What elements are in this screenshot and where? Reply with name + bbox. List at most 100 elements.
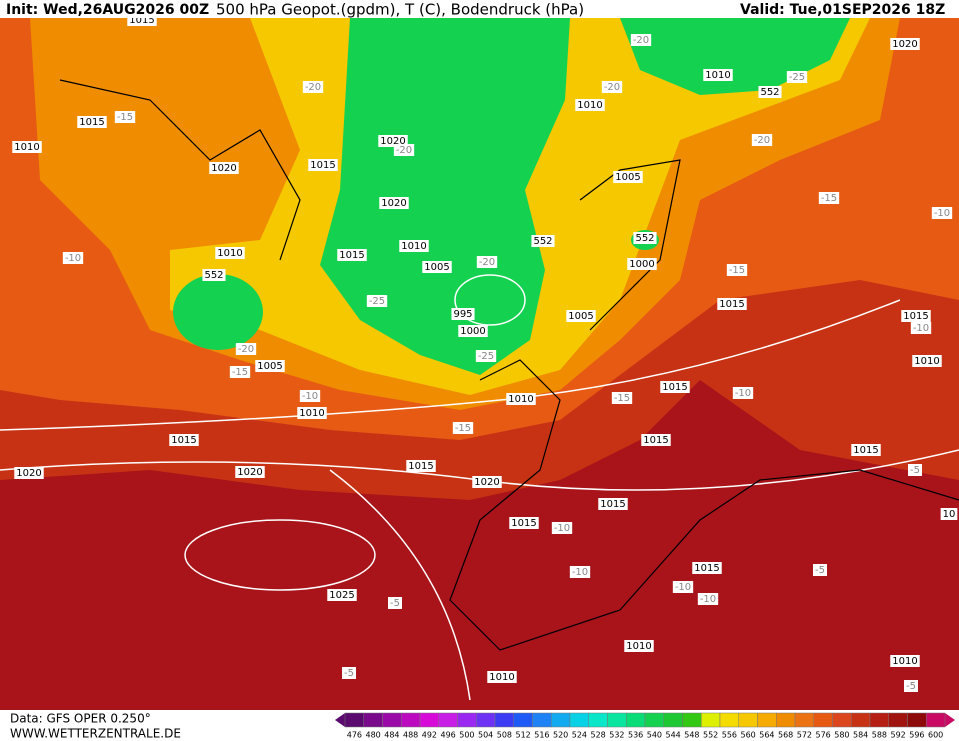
map-label: 1000: [629, 259, 654, 270]
map-label: -5: [390, 598, 400, 609]
map: [0, 18, 959, 710]
colorbar-swatch: [813, 712, 833, 728]
colorbar-label: 496: [440, 731, 455, 740]
label-bg: [308, 159, 338, 171]
map-label: 552: [760, 87, 779, 98]
map-label: 1010: [626, 641, 651, 652]
isobar: [184, 519, 376, 591]
label-bg: [215, 247, 245, 259]
colorbar-swatch: [663, 712, 683, 728]
colorbar-swatch: [457, 712, 477, 728]
label-bg: [342, 667, 356, 679]
colorbar-swatch: [888, 712, 908, 728]
colorbar-swatch: [401, 712, 421, 728]
colorbar-swatch: [644, 712, 664, 728]
label-bg: [940, 508, 958, 520]
colorbar-swatch: [607, 712, 627, 728]
map-label: 1020: [381, 198, 406, 209]
map-label: 1010: [705, 70, 730, 81]
colorbar-label: 488: [403, 731, 418, 740]
label-bg: [732, 387, 754, 399]
colorbar-label: 588: [872, 731, 887, 740]
label-bg: [813, 564, 827, 576]
map-label: 1015: [853, 445, 878, 456]
label-bg: [890, 655, 920, 667]
map-label: -20: [396, 145, 412, 156]
colorbar-label: 580: [834, 731, 849, 740]
colorbar-swatch: [569, 712, 589, 728]
colorbar-label: 584: [853, 731, 868, 740]
label-bg: [302, 81, 324, 93]
map-label: 10: [943, 509, 956, 520]
colorbar-swatch: [588, 712, 608, 728]
label-bg: [818, 192, 840, 204]
colorbar-label: 548: [684, 731, 699, 740]
label-bg: [299, 390, 321, 402]
map-label: 1010: [914, 356, 939, 367]
header-bg: [0, 0, 959, 18]
map-label: 1020: [380, 136, 405, 147]
map-label: -15: [729, 265, 745, 276]
label-bg: [910, 322, 932, 334]
label-bg: [475, 350, 497, 362]
label-bg: [633, 232, 657, 244]
label-bg: [487, 671, 517, 683]
label-bg: [660, 381, 690, 393]
label-bg: [566, 310, 596, 322]
map-label: 1000: [460, 326, 485, 337]
colorbar-label: 596: [909, 731, 924, 740]
map-label: -20: [479, 257, 495, 268]
map-label: -10: [65, 253, 81, 264]
map-label: 552: [204, 270, 223, 281]
colorbar-label: 592: [890, 731, 905, 740]
label-bg: [327, 589, 357, 601]
colorbar-label: 568: [778, 731, 793, 740]
label-bg: [229, 366, 251, 378]
colorbar-swatch: [719, 712, 739, 728]
colorbar-swatch: [513, 712, 533, 728]
map-label: -25: [478, 351, 494, 362]
label-bg: [451, 308, 475, 320]
map-label: -20: [238, 344, 254, 355]
map-label: 995: [453, 309, 472, 320]
map-label: -10: [302, 391, 318, 402]
label-bg: [551, 522, 573, 534]
label-bg: [62, 252, 84, 264]
map-label: -15: [117, 112, 133, 123]
label-bg: [458, 325, 488, 337]
label-bg: [611, 392, 633, 404]
label-bg: [379, 197, 409, 209]
map-label: -10: [675, 582, 691, 593]
map-label: 552: [635, 233, 654, 244]
label-bg: [406, 460, 436, 472]
label-bg: [601, 81, 623, 93]
colorbar-label: 560: [740, 731, 755, 740]
label-bg: [624, 640, 654, 652]
label-bg: [452, 422, 474, 434]
label-bg: [77, 116, 107, 128]
label-bg: [575, 99, 605, 111]
label-bg: [337, 249, 367, 261]
init: Init: Wed,26AUG2026 00Z: [6, 2, 209, 18]
label-bg: [399, 240, 429, 252]
colorbar-arrow: [945, 713, 955, 727]
colorbar-swatch: [363, 712, 383, 728]
colorbar-swatch: [344, 712, 364, 728]
label-bg: [476, 256, 498, 268]
colorbar-label: 480: [365, 731, 380, 740]
label-bg: [726, 264, 748, 276]
isobar: [0, 299, 901, 431]
map-label: 1005: [615, 172, 640, 183]
colorbar-label: 484: [384, 731, 399, 740]
colorbar-label: 572: [797, 731, 812, 740]
map-label: 1015: [79, 117, 104, 128]
label-bg: [255, 360, 285, 372]
label-bg: [697, 593, 719, 605]
label-bg: [751, 134, 773, 146]
colorbar-swatch: [551, 712, 571, 728]
map-label: 1015: [339, 250, 364, 261]
map-label: -20: [754, 135, 770, 146]
label-bg: [12, 141, 42, 153]
colorbar-label: 600: [928, 731, 943, 740]
label-bg: [901, 310, 931, 322]
